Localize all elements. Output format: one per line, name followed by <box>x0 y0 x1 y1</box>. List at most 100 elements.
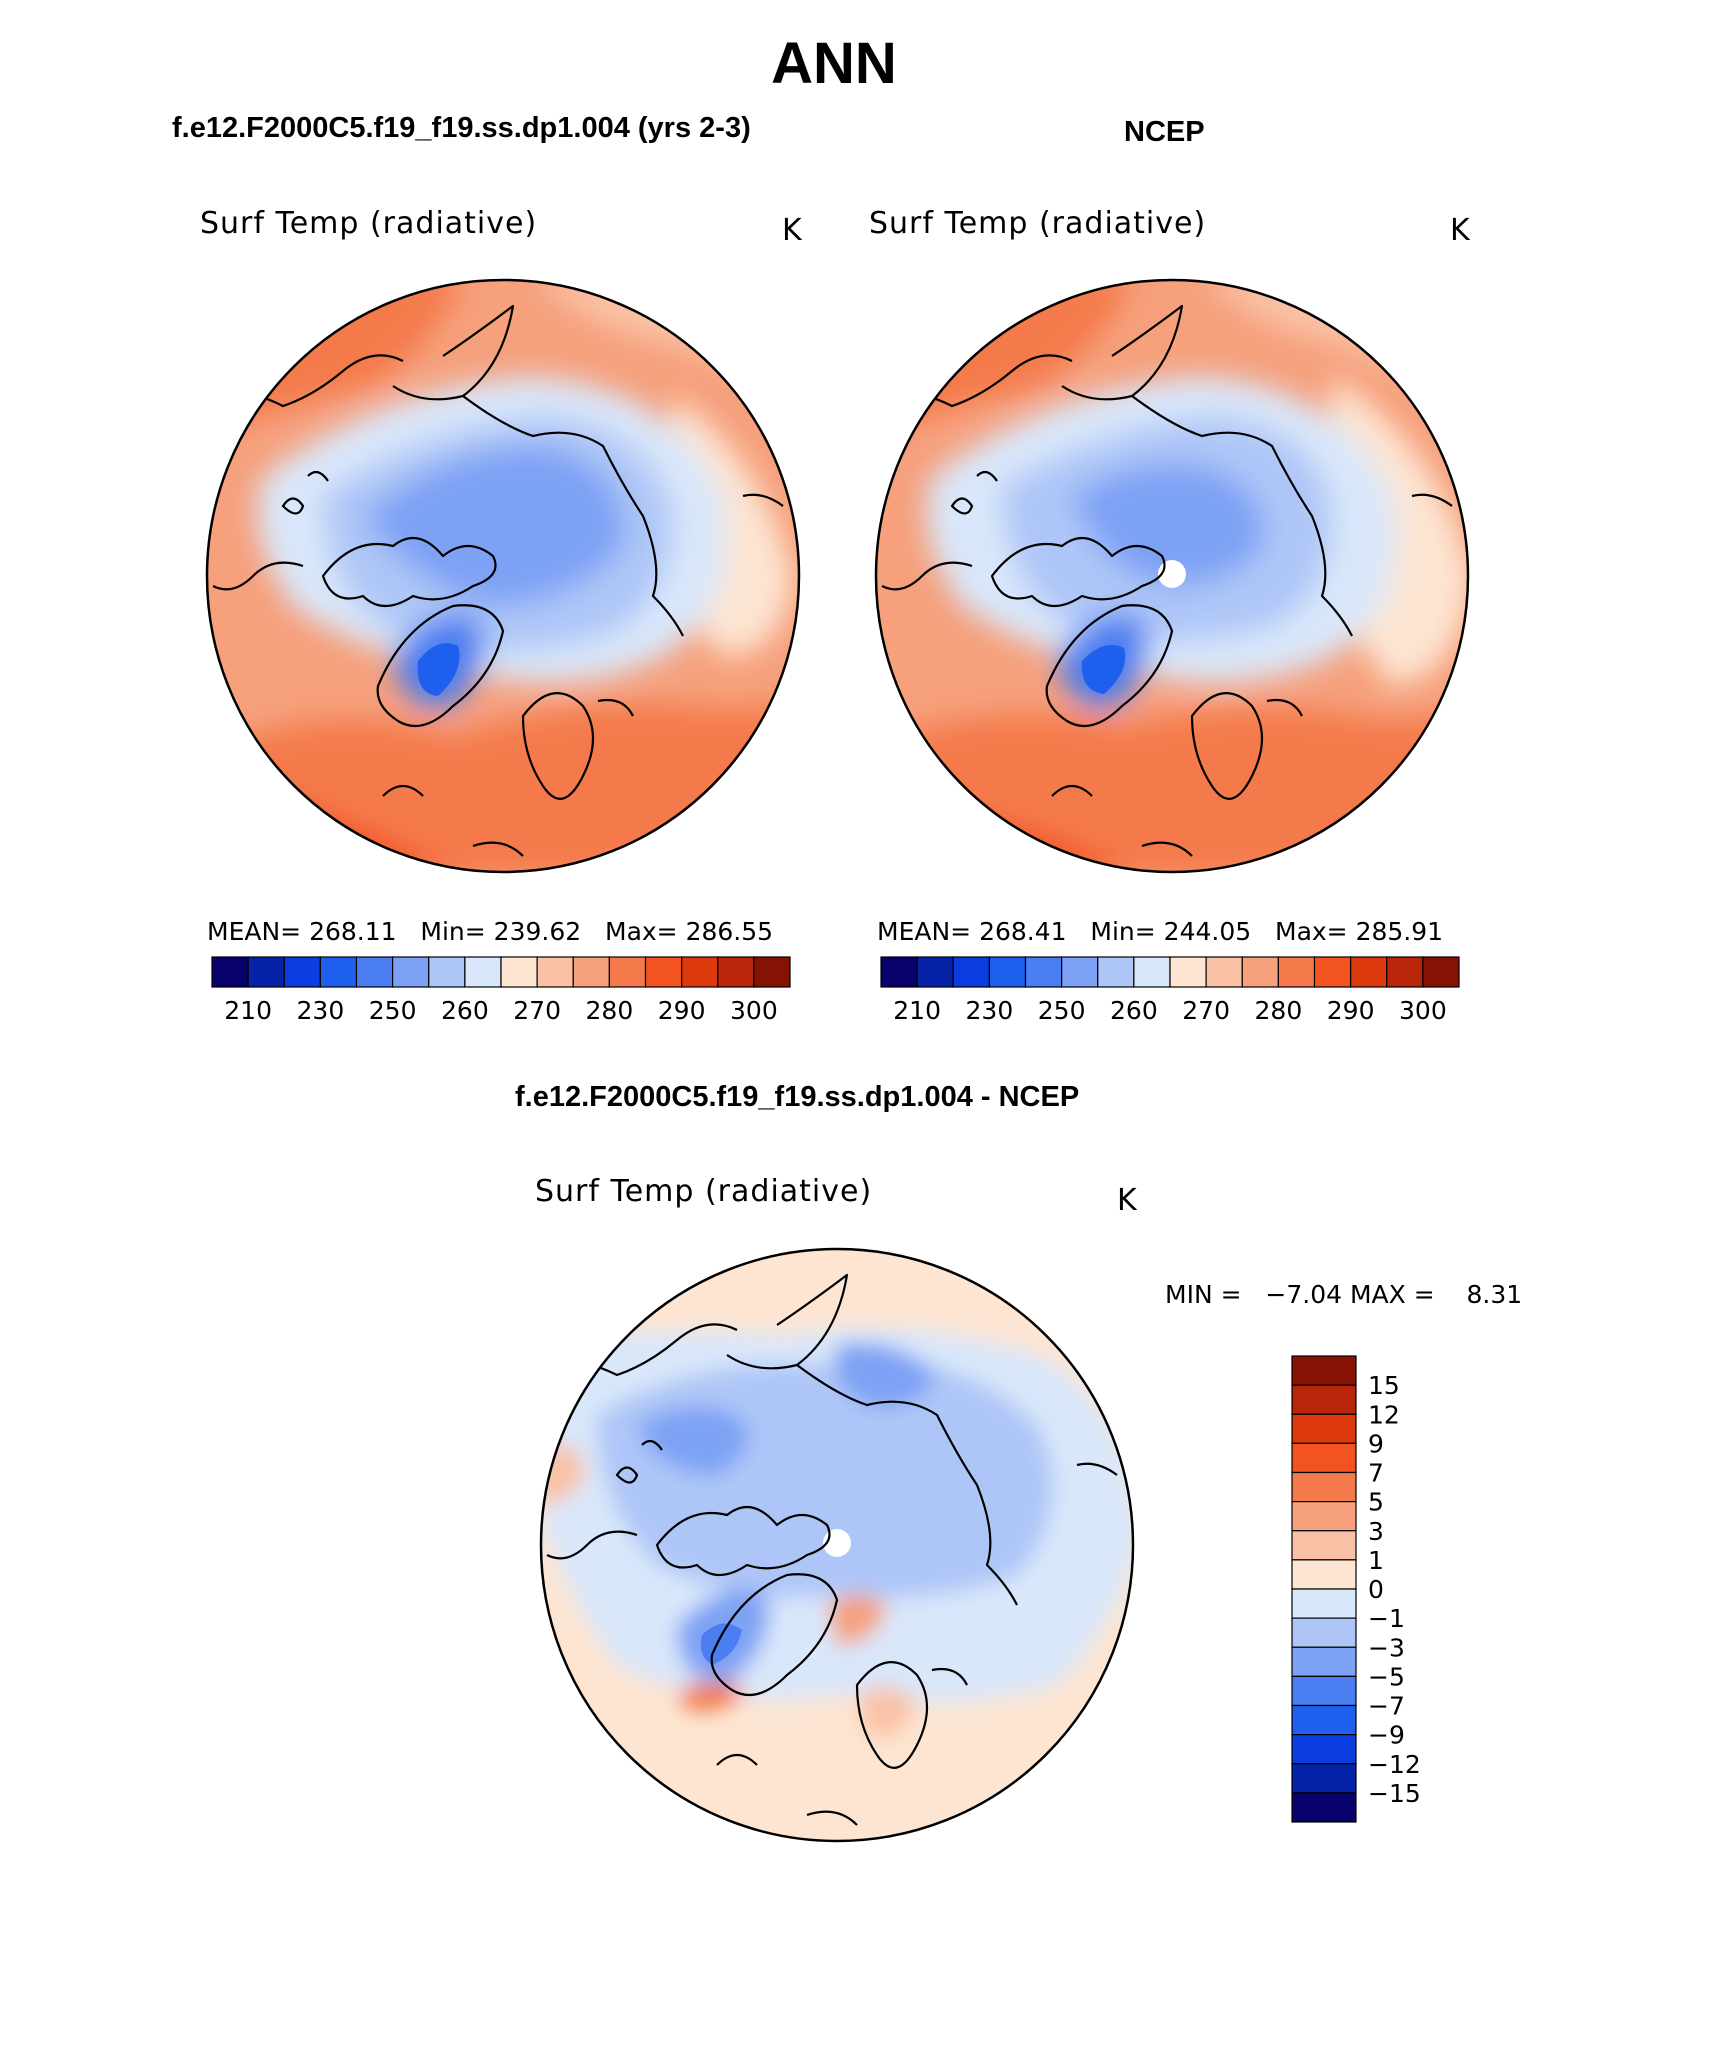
panel3-colorbar-swatch <box>1291 1763 1357 1794</box>
panel3-field-pos-barents <box>827 1595 887 1645</box>
panel3-max-value: 8.31 <box>1466 1280 1523 1309</box>
panel3-coastlines <box>541 1273 1118 1826</box>
panel2-colorbar-swatch <box>1350 956 1388 988</box>
panel2-colorbar-swatch <box>1277 956 1316 988</box>
panel3-colorbar-swatch <box>1291 1355 1357 1386</box>
panel3-colorbar-swatch <box>1291 1646 1357 1677</box>
panel1-colorbar-tick-label: 230 <box>297 996 345 1025</box>
panel2-colorbar-swatch <box>988 956 1027 988</box>
panel1-stats: MEAN= 268.11 Min= 239.62 Max= 286.55 <box>207 917 773 946</box>
panel3-colorbar-swatch <box>1291 1617 1357 1648</box>
panel2-colorbar-swatch <box>1386 956 1424 988</box>
panel1-colorbar-swatch <box>536 956 574 988</box>
panel2-min-label: Min= <box>1090 917 1156 946</box>
panel3-colorbar-swatch <box>1291 1559 1357 1590</box>
panel1-colorbar-swatch <box>392 956 430 988</box>
panel3-colorbar-tick-label: −12 <box>1368 1750 1421 1779</box>
panel3-colorbar-swatch <box>1291 1530 1357 1561</box>
panel2-plot-label: Surf Temp (radiative) <box>869 206 1207 241</box>
panel1-colorbar-swatch <box>319 956 358 988</box>
panel3-field-neg-mid <box>597 1361 1053 1598</box>
panel1-colorbar-tick-label: 300 <box>730 996 778 1025</box>
panel3-polar-map <box>539 1247 1135 1843</box>
panel3-colorbar-tick-label: 7 <box>1368 1459 1384 1488</box>
panel1-colorbar-swatch <box>355 956 394 988</box>
panel2-stats: MEAN= 268.41 Min= 244.05 Max= 285.91 <box>877 917 1443 946</box>
panel2-map-border <box>874 278 1470 874</box>
panel3-colorbar-swatch <box>1291 1384 1357 1415</box>
panel3-colorbar-tick-label: −15 <box>1368 1779 1421 1808</box>
panel1-colorbar-swatch <box>283 956 321 988</box>
panel1-colorbar-swatch <box>717 956 755 988</box>
panel2-colorbar-tick-label: 300 <box>1399 996 1447 1025</box>
panel2-colorbar-swatch <box>1422 956 1460 988</box>
panel2-colorbar: 210 230 250 260 270 280 290 300 <box>880 956 1460 1025</box>
panel2-colorbar-swatch <box>1097 956 1135 988</box>
panel3-field-pos-scandinavia <box>857 1687 917 1737</box>
panel2-colorbar-swatch <box>1024 956 1063 988</box>
panel3-stats: MIN = −7.04 MAX = 8.31 <box>1165 1280 1522 1309</box>
panel2-colorbar-tick-label: 270 <box>1182 996 1230 1025</box>
panel2-colorbar-swatch <box>916 956 954 988</box>
panel1-colorbar-swatch <box>681 956 719 988</box>
panel3-colorbar-swatch <box>1291 1588 1357 1619</box>
panel3-colorbar-swatch <box>1291 1675 1357 1707</box>
panel2-max-label: Max= <box>1275 917 1348 946</box>
panel1-field-greenland-min <box>417 643 460 696</box>
panel1-min-value: 239.62 <box>493 917 582 946</box>
panel1-colorbar-swatch <box>428 956 466 988</box>
panel3-colorbar-swatch <box>1291 1501 1357 1532</box>
panel2-mean-value: 268.41 <box>979 917 1067 946</box>
panel3-colorbar-tick-label: −1 <box>1368 1604 1405 1633</box>
panel3-colorbar-swatch <box>1291 1734 1357 1765</box>
panel3-max-label: MAX = <box>1349 1280 1435 1309</box>
panel2-colorbar-swatch <box>1313 956 1352 988</box>
panel2-max-value: 285.91 <box>1355 917 1444 946</box>
panel3-colorbar-swatch <box>1291 1442 1357 1474</box>
panel2-colorbar-tick-label: 280 <box>1255 996 1303 1025</box>
panel2-units: K <box>1450 213 1470 248</box>
panel3-min-value: −7.04 <box>1265 1280 1343 1309</box>
panel2-colorbar-swatch <box>1169 956 1207 988</box>
panel3-colorbar-swatch <box>1291 1792 1357 1823</box>
panel3-colorbar-swatch <box>1291 1413 1357 1444</box>
panel2-colorbar-tick-label: 230 <box>966 996 1014 1025</box>
panel3-colorbar-tick-label: 5 <box>1368 1488 1384 1517</box>
panel2-mean-label: MEAN= <box>877 917 972 946</box>
panel2-colorbar-swatch <box>1133 956 1171 988</box>
panel3-colorbar-swatch <box>1291 1471 1357 1503</box>
panel3-colorbar-tick-label: −5 <box>1368 1662 1405 1691</box>
panel2-colorbar-tick-label: 210 <box>893 996 941 1025</box>
panel1-mean-label: MEAN= <box>207 917 302 946</box>
panel3-colorbar-tick-label: 15 <box>1368 1371 1400 1400</box>
panel1-map-border <box>205 278 801 874</box>
panel1-colorbar-swatch <box>608 956 647 988</box>
panel2-colorbar-swatch <box>1061 956 1099 988</box>
panel1-colorbar-tick-label: 270 <box>513 996 561 1025</box>
panel2-colorbar-swatch <box>1241 956 1279 988</box>
panel3-colorbar-tick-label: 0 <box>1368 1575 1384 1604</box>
panel1-colorbar-swatch <box>572 956 610 988</box>
panel2-field-arctic-core <box>1072 464 1264 586</box>
panel2-colorbar-tick-label: 290 <box>1327 996 1375 1025</box>
panel2-colorbar-tick-label: 260 <box>1110 996 1158 1025</box>
figure-title: ANN <box>771 31 897 96</box>
panel2-colorbar-swatch <box>880 956 918 988</box>
panel3-field-neg-siberia <box>835 1343 937 1407</box>
panel2-field-greenland-min <box>1081 644 1126 694</box>
panel1-mean-value: 268.11 <box>309 917 397 946</box>
panel2-colorbar-swatch <box>1205 956 1243 988</box>
panel2-colorbar-tick-label: 250 <box>1038 996 1086 1025</box>
panel1-units: K <box>782 213 802 248</box>
panel3-colorbar-tick-label: 3 <box>1368 1517 1384 1546</box>
panel1-colorbar: 210 230 250 260 270 280 290 300 <box>211 956 791 1025</box>
panel1-colorbar-swatch <box>644 956 683 988</box>
panel1-colorbar-swatch <box>500 956 538 988</box>
panel2-field-atlantic-warm <box>876 706 1468 872</box>
panel1-colorbar-swatch <box>211 956 249 988</box>
panel1-colorbar-swatch <box>247 956 285 988</box>
panel1-colorbar-swatch <box>753 956 791 988</box>
panel3-case-title: f.e12.F2000C5.f19_f19.ss.dp1.004 - NCEP <box>515 1081 1080 1113</box>
panel3-colorbar-tick-label: −9 <box>1368 1721 1405 1750</box>
panel1-case-title: f.e12.F2000C5.f19_f19.ss.dp1.004 (yrs 2-… <box>172 112 751 144</box>
